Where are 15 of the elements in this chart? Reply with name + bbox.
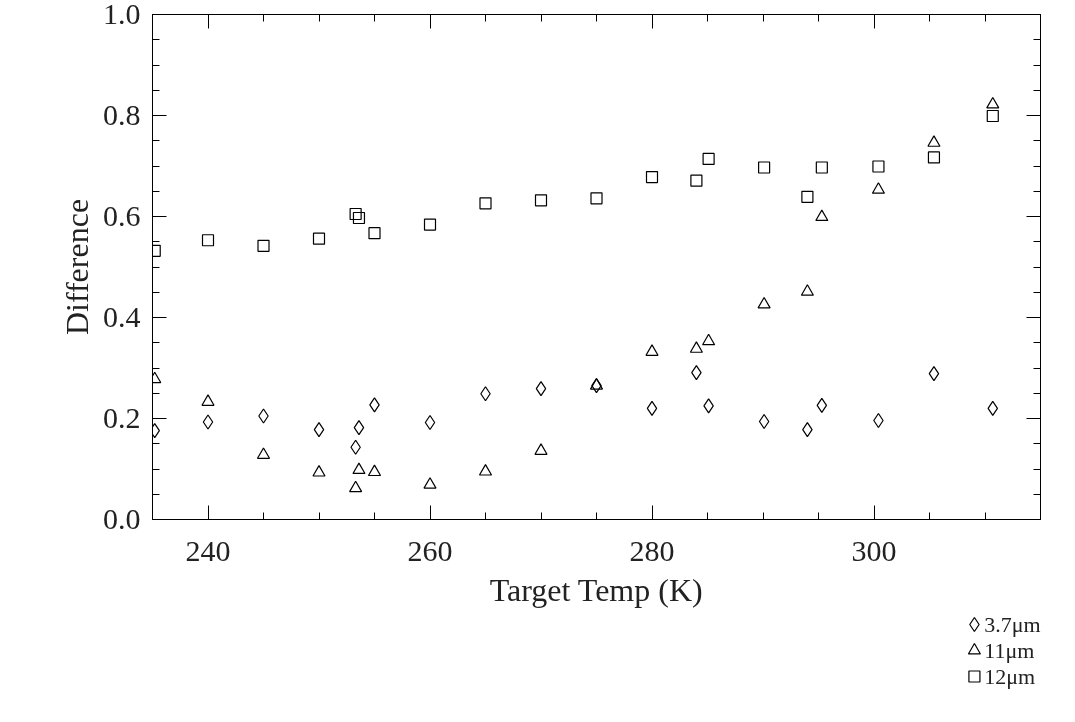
x-axis-title: Target Temp (K) [489,571,703,608]
y-axis-title: Difference [59,198,95,336]
x-tick-label: 300 [851,533,897,567]
legend-label: 11μm [984,638,1035,663]
y-tick-label: 0.2 [103,401,141,434]
legend-label: 3.7μm [984,612,1041,637]
y-tick-label: 0.8 [103,98,141,131]
y-tick-label: 0.6 [103,199,141,232]
y-tick-label: 0.4 [103,300,141,333]
x-tick-label: 280 [629,533,675,567]
x-tick-label: 260 [407,533,453,567]
y-tick-label: 1.0 [103,0,141,30]
y-tick-label: 0.0 [103,502,141,535]
legend-label: 12μm [984,664,1036,689]
x-tick-label: 240 [185,533,231,567]
